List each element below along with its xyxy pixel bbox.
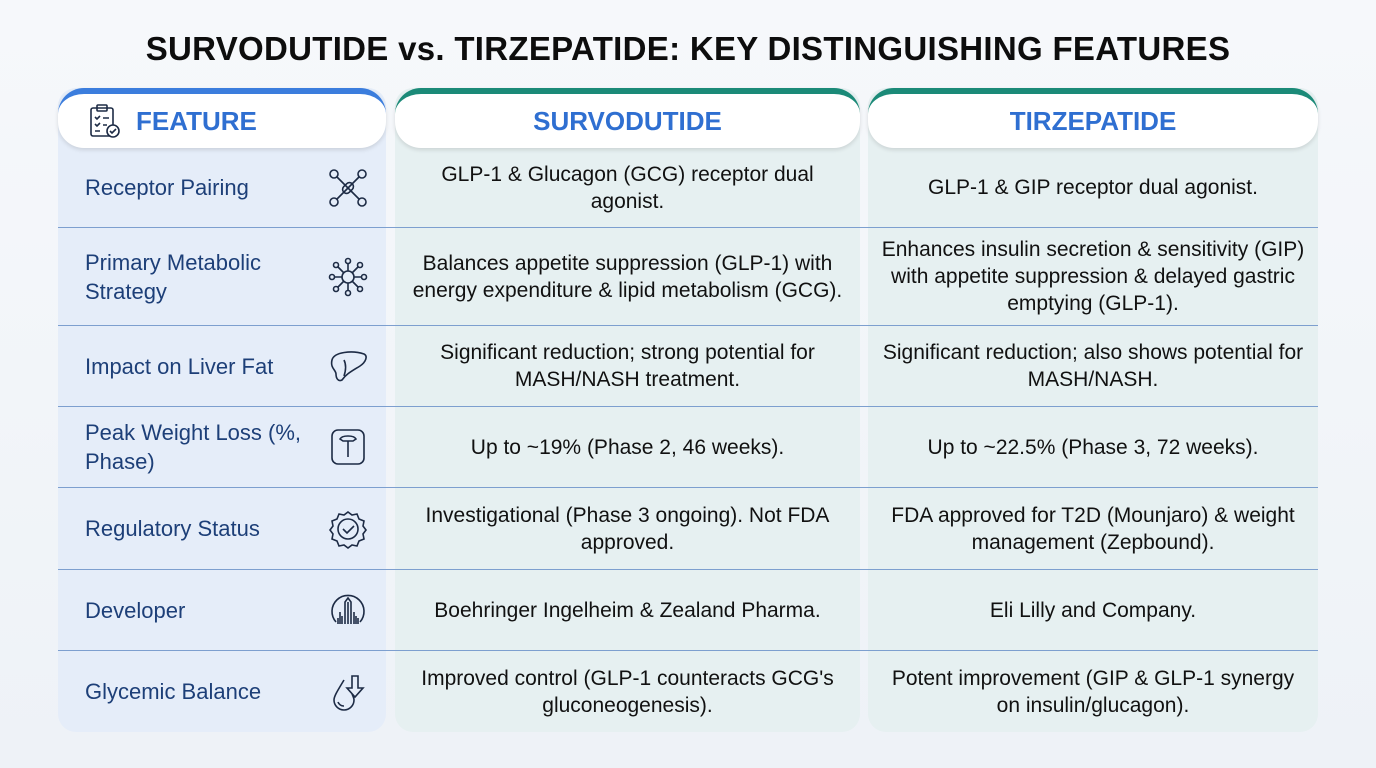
- table-row: Regulatory Status Investigational (Phase…: [58, 488, 1318, 570]
- table-row: Receptor Pairing GLP-1 & Glucagon (GCG) …: [58, 148, 1318, 228]
- survodutide-column-bg: [395, 88, 860, 732]
- table-row: Developer Boehringer Ingelheim & Zealand…: [58, 570, 1318, 651]
- scale-icon: [331, 429, 365, 465]
- building-icon: [331, 594, 365, 624]
- liver-icon: [330, 351, 367, 382]
- feature-label: Impact on Liver Fat: [85, 353, 274, 379]
- tirzepatide-cell: Up to ~22.5% (Phase 3, 72 weeks).: [927, 435, 1259, 459]
- feature-cell: Impact on Liver Fat: [58, 326, 386, 406]
- table-row: Impact on Liver Fat Significant reductio…: [58, 326, 1318, 407]
- tirzepatide-cell: Potent improvement (GIP & GLP-1 synergy …: [891, 666, 1295, 717]
- feature-label: Primary Metabolic Strategy: [85, 249, 262, 304]
- survodutide-cell: Significant reduction; strong potential …: [440, 341, 815, 391]
- survodutide-cell: Up to ~19% (Phase 2, 46 weeks).: [470, 435, 785, 459]
- feature-column-bg: [58, 88, 386, 732]
- table-row: Peak Weight Loss (%, Phase) Up to ~19% (…: [58, 407, 1318, 488]
- feature-label: Peak Weight Loss (%, Phase): [85, 420, 302, 474]
- feature-label: Glycemic Balance: [85, 679, 262, 704]
- tirzepatide-cell: Eli Lilly and Company.: [989, 598, 1197, 622]
- feature-cell: Glycemic Balance: [58, 651, 386, 732]
- survodutide-cell: Balances appetite suppression (GLP-1) wi…: [412, 251, 843, 302]
- feature-label: Regulatory Status: [85, 516, 260, 541]
- feature-label: Developer: [85, 597, 186, 623]
- tirzepatide-cell: Enhances insulin secretion & sensitivity…: [881, 238, 1305, 315]
- survodutide-cell: Improved control (GLP-1 counteracts GCG'…: [421, 666, 834, 717]
- page-title: SURVODUTIDE vs. TIRZEPATIDE: KEY DISTING…: [145, 30, 1231, 67]
- feature-cell: Peak Weight Loss (%, Phase): [58, 407, 386, 487]
- tirzepatide-cell: GLP-1 & GIP receptor dual agonist.: [928, 176, 1258, 199]
- molecule-icon: [329, 168, 367, 207]
- survodutide-cell: Investigational (Phase 3 ongoing). Not F…: [425, 503, 830, 554]
- feature-cell: Primary Metabolic Strategy: [58, 228, 386, 325]
- drop-down-icon: [333, 674, 365, 711]
- tirzepatide-cell: FDA approved for T2D (Mounjaro) & weight…: [891, 503, 1295, 554]
- clipboard-check-icon: [90, 104, 120, 138]
- tirzepatide-cell: Significant reduction; also shows potent…: [882, 341, 1304, 391]
- feature-header: FEATURE: [58, 88, 386, 148]
- table-row: Primary Metabolic Strategy Balances appe…: [58, 228, 1318, 326]
- survodutide-cell: Boehringer Ingelheim & Zealand Pharma.: [434, 598, 821, 622]
- feature-label: Receptor Pairing: [85, 175, 249, 200]
- badge-check-icon: [329, 510, 367, 549]
- tirzepatide-header: TIRZEPATIDE: [868, 88, 1318, 148]
- feature-cell: Regulatory Status: [58, 488, 386, 569]
- table-row: Glycemic Balance Improved control (GLP-1…: [58, 651, 1318, 732]
- feature-header-label: FEATURE: [136, 105, 257, 136]
- feature-cell: Receptor Pairing: [58, 148, 386, 227]
- survodutide-header: SURVODUTIDE: [395, 88, 860, 148]
- network-icon: [328, 257, 368, 296]
- survodutide-cell: GLP-1 & Glucagon (GCG) receptor dual ago…: [441, 162, 814, 213]
- feature-cell: Developer: [58, 570, 386, 650]
- tirzepatide-column-bg: [868, 88, 1318, 732]
